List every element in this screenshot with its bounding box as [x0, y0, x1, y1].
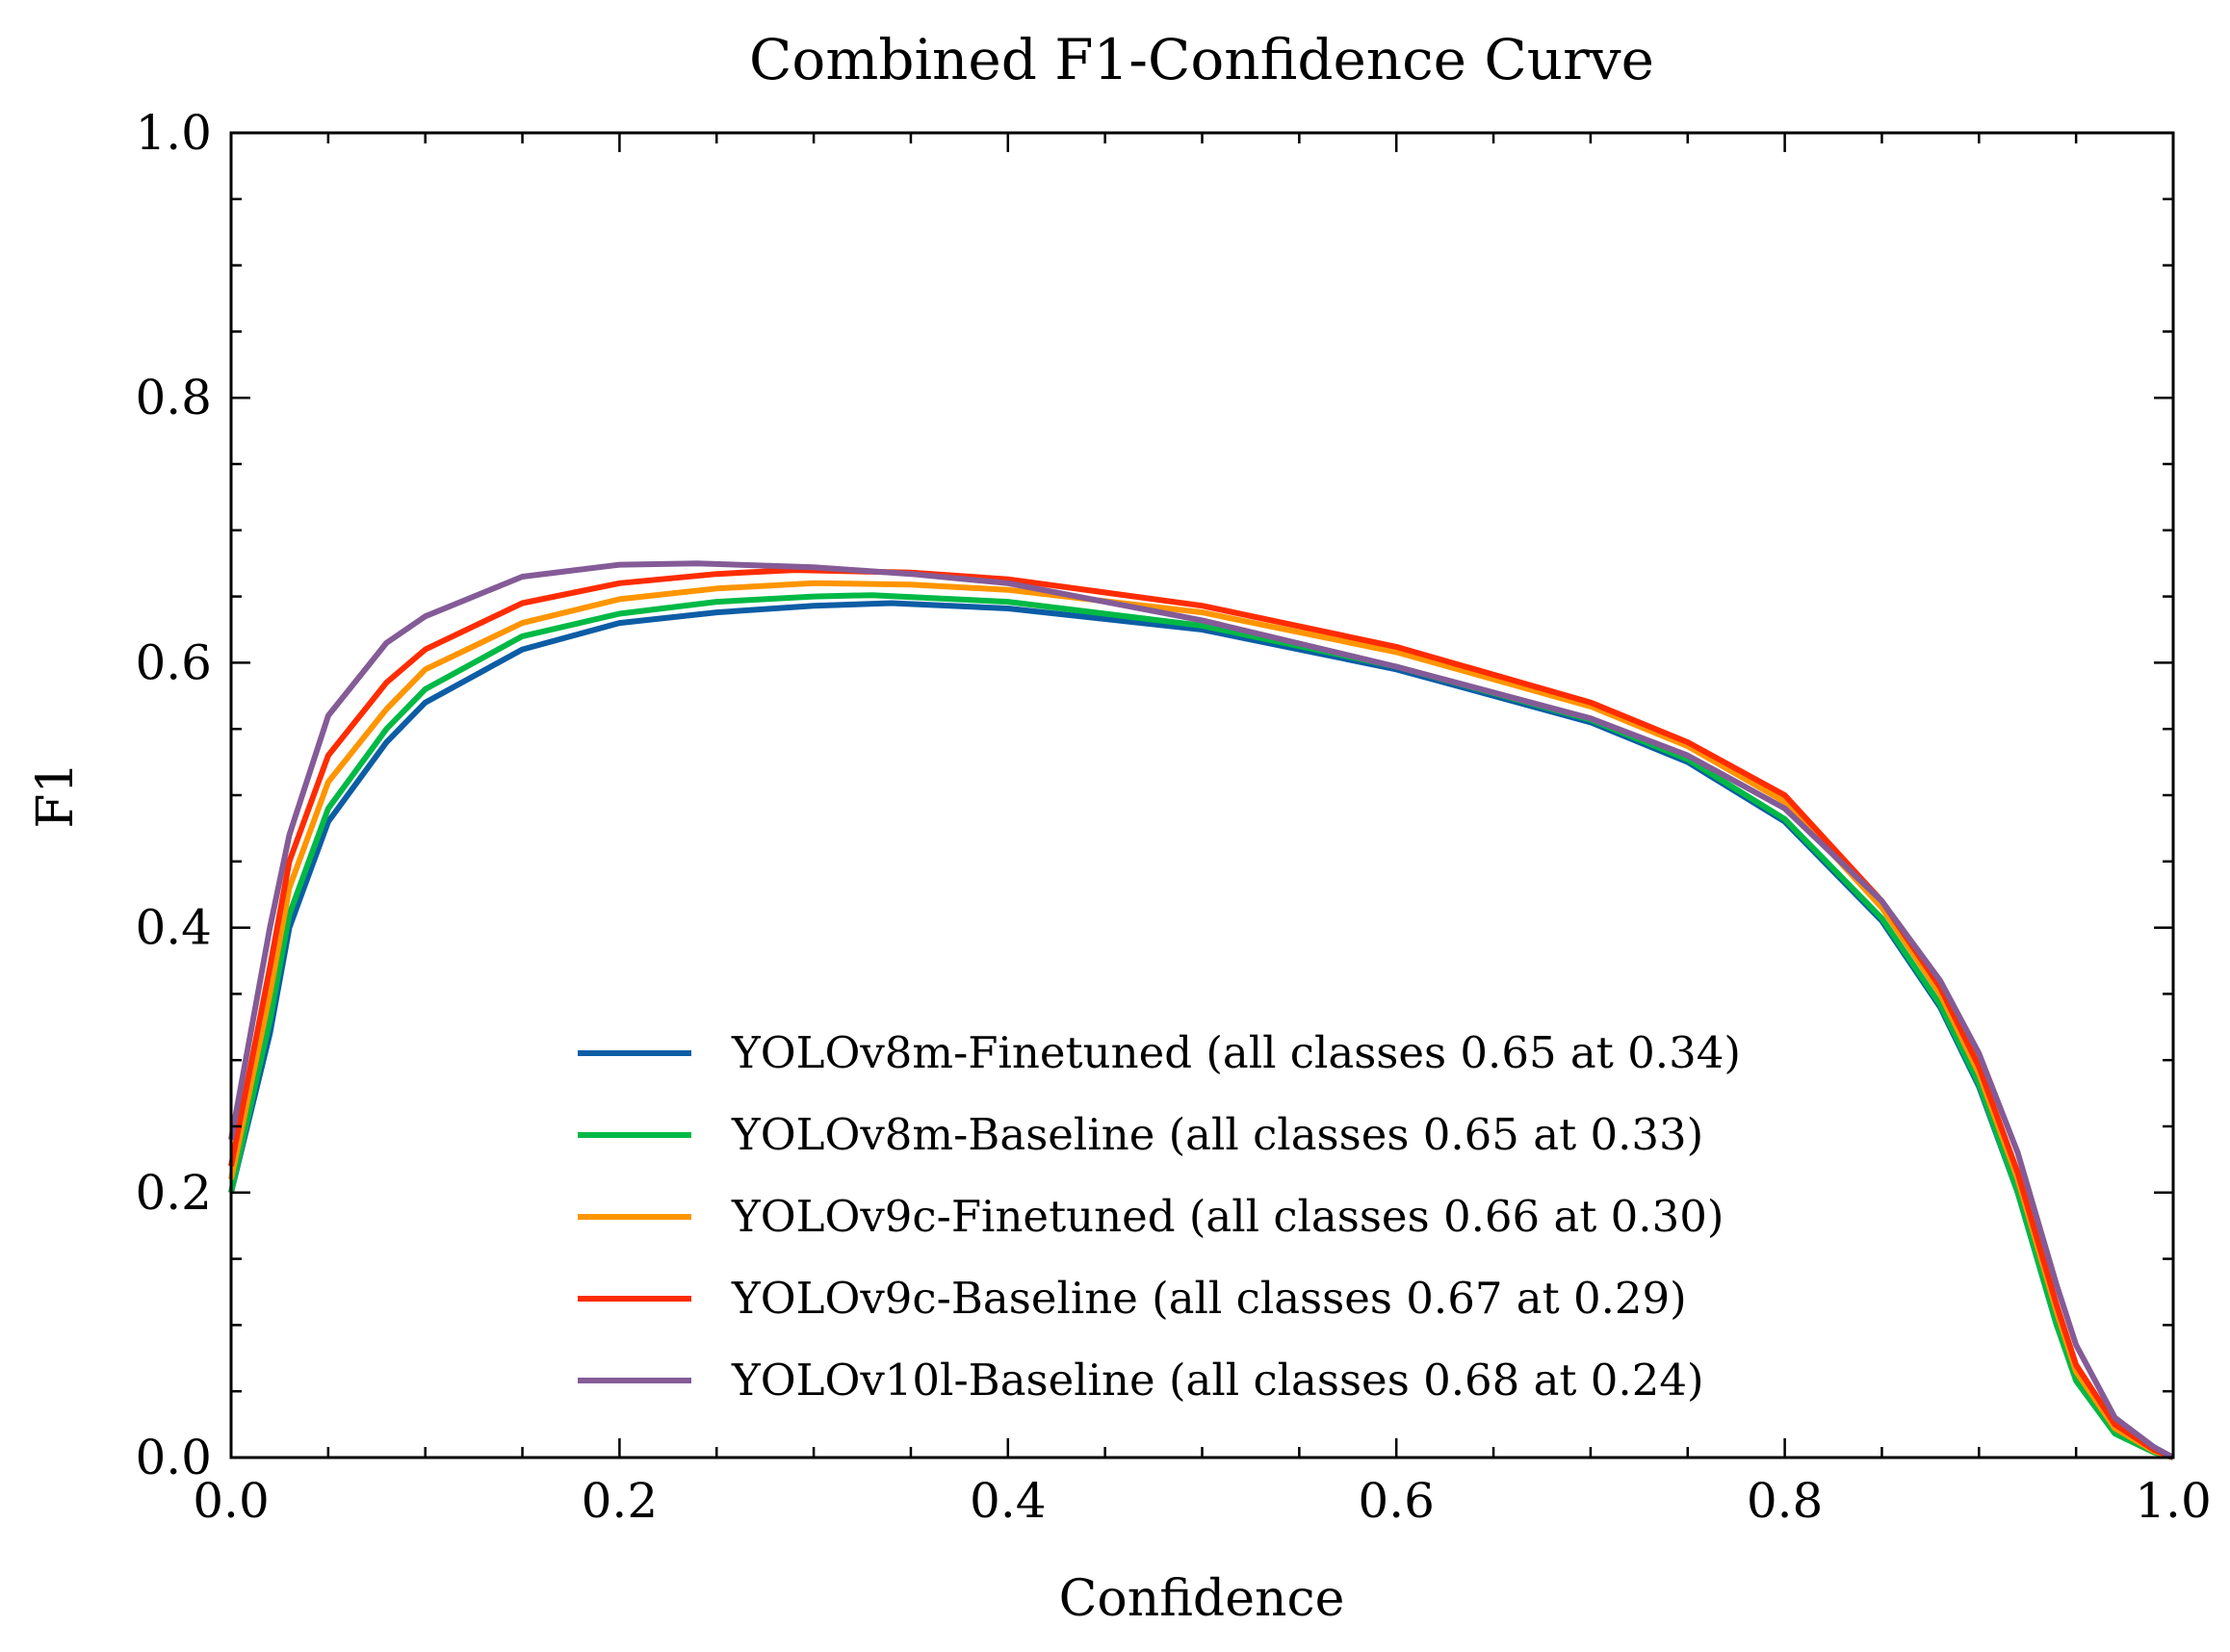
x-tick-label: 0.4 — [970, 1473, 1047, 1529]
y-tick-label: 0.2 — [135, 1165, 212, 1221]
y-axis-label: F1 — [27, 761, 85, 828]
legend-label-3: YOLOv9c-Baseline (all classes 0.67 at 0.… — [731, 1273, 1687, 1324]
x-tick-label: 1.0 — [2135, 1473, 2212, 1529]
y-tick-label: 0.4 — [135, 900, 212, 956]
plot-frame — [229, 131, 2175, 1459]
legend-label-1: YOLOv8m-Baseline (all classes 0.65 at 0.… — [731, 1109, 1703, 1160]
x-tick-label: 0.8 — [1747, 1473, 1824, 1529]
legend: YOLOv8m-Finetuned (all classes 0.65 at 0… — [578, 1027, 1741, 1406]
x-tick-label: 0.2 — [582, 1473, 659, 1529]
series-line-4 — [228, 560, 2175, 1460]
legend-label-4: YOLOv10l-Baseline (all classes 0.68 at 0… — [731, 1355, 1704, 1406]
legend-label-0: YOLOv8m-Finetuned (all classes 0.65 at 0… — [731, 1027, 1741, 1078]
series-line-3 — [228, 567, 2175, 1460]
ticks-layer: 0.0 0.2 0.4 0.6 0.8 1.0 0.0 0.2 0.4 0.6 0.8 1.0 — [135, 105, 2211, 1529]
chart-title: Combined F1-Confidence Curve — [749, 27, 1654, 92]
legend-label-2: YOLOv9c-Finetuned (all classes 0.66 at 0… — [731, 1191, 1724, 1242]
y-tick-label: 0.0 — [135, 1430, 212, 1485]
x-axis-label: Confidence — [1059, 1570, 1345, 1628]
y-tick-label: 0.8 — [135, 370, 212, 426]
series-layer — [228, 560, 2175, 1460]
x-tick-label: 0.6 — [1358, 1473, 1435, 1529]
x-tick-label: 0.0 — [193, 1473, 270, 1529]
y-tick-label: 1.0 — [135, 105, 212, 161]
y-tick-label: 0.6 — [135, 634, 212, 690]
